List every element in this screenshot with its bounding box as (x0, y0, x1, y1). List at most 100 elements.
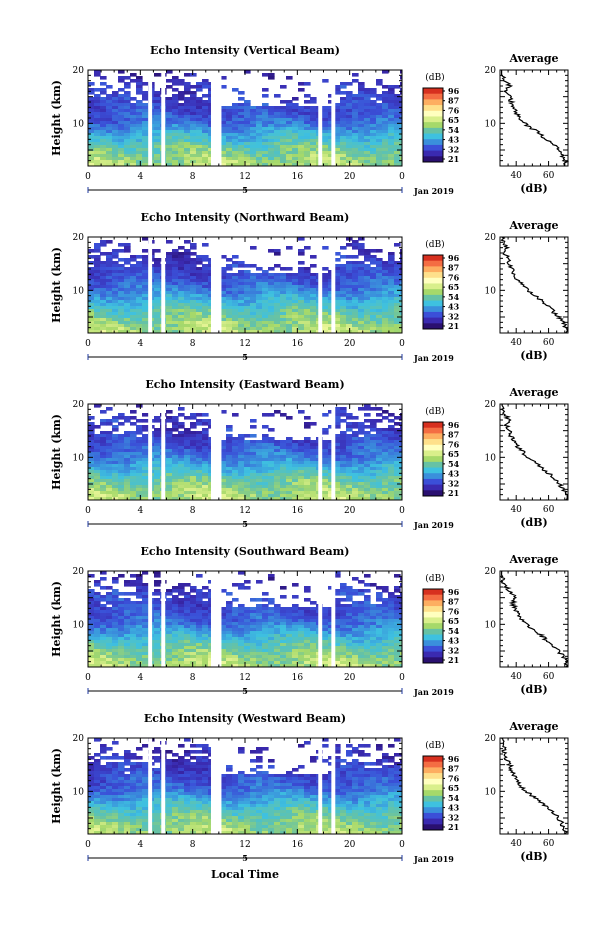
y-axis-label: Height (km) (50, 581, 63, 657)
colorbar-label: 32 (448, 478, 459, 488)
colorbar-swatch (423, 640, 443, 647)
colorbar-unit: (dB) (425, 740, 444, 751)
colorbar-label: 54 (448, 292, 460, 302)
colorbar-label: 54 (448, 793, 460, 803)
heatmap (88, 70, 402, 166)
x-tick-label: 4 (137, 673, 143, 683)
colorbar-swatch (423, 150, 443, 157)
panel-title: Echo Intensity (Vertical Beam) (150, 44, 340, 57)
colorbar-swatch (423, 156, 443, 163)
average-panel: Average 10 20 40 60(dB) (485, 219, 569, 362)
panel-4: Echo Intensity (Westward Beam) 10 20 Height… (50, 712, 569, 864)
colorbar-swatch (423, 450, 443, 457)
colorbar-swatch (423, 433, 443, 440)
colorbar-swatch (423, 761, 443, 768)
day-marker: 5 (242, 519, 248, 529)
colorbar-swatch (423, 422, 443, 429)
y-tick-label: 20 (73, 734, 85, 744)
colorbar-swatch (423, 289, 443, 296)
colorbar-swatch (423, 306, 443, 313)
colorbar-label: 87 (448, 96, 459, 106)
colorbar-swatch (423, 467, 443, 474)
average-title: Average (508, 553, 558, 566)
colorbar-swatch (423, 634, 443, 641)
x-tick-label: 20 (344, 506, 356, 516)
day-marker: 5 (242, 686, 248, 696)
x-tick-label: 20 (344, 172, 356, 182)
average-frame (499, 570, 569, 668)
colorbar-label: 54 (448, 125, 460, 135)
colorbar-label: 96 (448, 86, 460, 96)
colorbar-swatch (423, 255, 443, 262)
avg-x-tick-label: 40 (510, 839, 522, 849)
average-panel: Average 10 20 40 60(dB) (485, 553, 569, 696)
panel-title: Echo Intensity (Eastward Beam) (145, 378, 344, 391)
x-tick-label: 0 (85, 506, 91, 516)
colorbar-swatch (423, 628, 443, 636)
average-frame (499, 69, 569, 167)
average-title: Average (508, 219, 558, 232)
colorbar-swatch (423, 784, 443, 791)
panel-0: Echo Intensity (Vertical Beam) 10 20 Height… (50, 44, 570, 196)
avg-x-axis-label: (dB) (520, 349, 547, 362)
x-tick-label: 12 (239, 506, 250, 516)
y-axis-label: Height (km) (50, 80, 63, 156)
colorbar-swatch (423, 795, 443, 803)
average-profile-line (501, 70, 570, 167)
colorbar-swatch (423, 790, 443, 797)
colorbar-swatch (423, 490, 443, 497)
colorbar-label: 87 (448, 263, 459, 273)
x-tick-label: 20 (344, 673, 356, 683)
heatmap (88, 404, 402, 500)
x-tick-label: 0 (85, 673, 91, 683)
average-profile-line (500, 403, 568, 501)
colorbar-swatch (423, 617, 443, 624)
y-axis-label: Height (km) (50, 414, 63, 490)
colorbar-label: 32 (448, 144, 459, 154)
avg-y-tick-label: 20 (485, 66, 497, 76)
avg-x-axis-label: (dB) (520, 516, 547, 529)
x-tick-label: 4 (137, 339, 143, 349)
avg-x-tick-label: 60 (543, 171, 555, 181)
data-gap (331, 737, 336, 835)
avg-x-tick-label: 40 (510, 171, 522, 181)
x-tick-label: 0 (85, 840, 91, 850)
colorbar-swatch (423, 105, 443, 112)
colorbar-swatch (423, 311, 443, 319)
x-tick-label: 16 (292, 172, 304, 182)
data-gap (210, 403, 222, 501)
data-gap (148, 403, 153, 501)
colorbar-swatch (423, 589, 443, 596)
x-tick-label: 0 (399, 172, 405, 182)
colorbar-swatch (423, 260, 443, 267)
colorbar-label: 96 (448, 420, 460, 430)
colorbar-swatch (423, 594, 443, 601)
avg-x-tick-label: 40 (510, 672, 522, 682)
heatmap (88, 571, 402, 667)
data-gap (318, 737, 323, 835)
y-axis-label: Height (km) (50, 247, 63, 323)
colorbar-unit: (dB) (425, 573, 444, 584)
data-gap (148, 69, 153, 167)
avg-x-tick-label: 60 (543, 505, 555, 515)
y-tick-label: 20 (73, 400, 85, 410)
data-gap (210, 737, 222, 835)
x-tick-label: 0 (85, 172, 91, 182)
colorbar-label: 87 (448, 597, 459, 607)
data-gap (318, 69, 323, 167)
colorbar-swatch (423, 767, 443, 774)
colorbar-swatch (423, 812, 443, 820)
x-tick-label: 0 (399, 506, 405, 516)
avg-x-tick-label: 60 (543, 839, 555, 849)
colorbar-label: 32 (448, 645, 459, 655)
colorbar-swatch (423, 611, 443, 618)
avg-y-tick-label: 20 (485, 734, 497, 744)
data-gap (318, 236, 323, 334)
data-gap (210, 69, 222, 167)
colorbar-label: 76 (448, 272, 460, 282)
data-gap (161, 737, 166, 835)
panel-2: Echo Intensity (Eastward Beam) 10 20 Height… (50, 378, 569, 530)
average-title: Average (508, 720, 558, 733)
